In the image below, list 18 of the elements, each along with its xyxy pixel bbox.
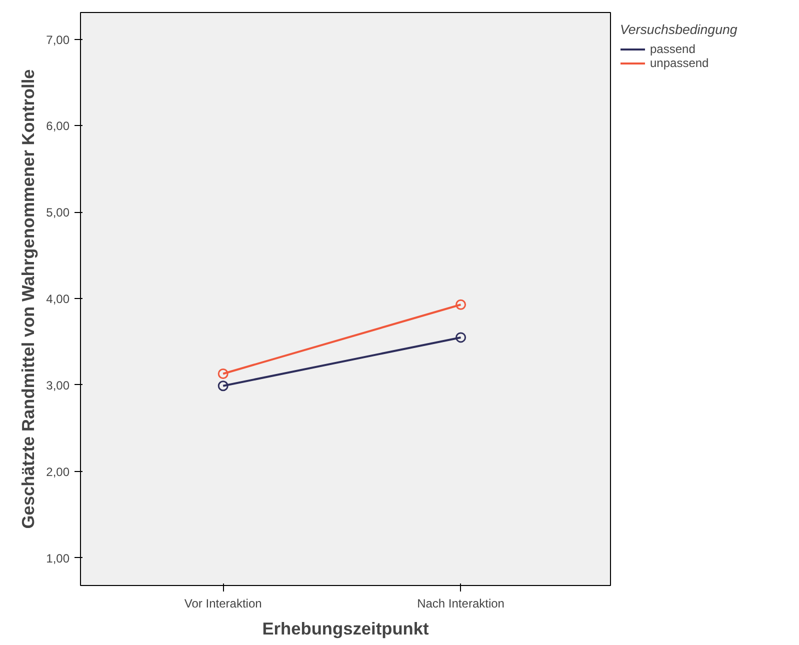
point bbox=[456, 299, 466, 310]
y-tick-label: 1,00 bbox=[46, 551, 70, 566]
x-axis-title: Erhebungszeitpunkt bbox=[262, 618, 430, 638]
y-tick-label: 2,00 bbox=[46, 464, 70, 479]
y-tick-label: 6,00 bbox=[46, 119, 70, 134]
y-tick-label: 3,00 bbox=[46, 378, 70, 392]
point bbox=[456, 332, 466, 343]
legend-label: unpassend bbox=[650, 56, 709, 70]
legend-title: Versuchsbedingung bbox=[620, 22, 738, 37]
x-tick-label: Nach Interaktion bbox=[417, 596, 504, 610]
point bbox=[218, 368, 228, 379]
legend-label: passend bbox=[650, 42, 696, 56]
x-tick-label: Vor Interaktion bbox=[184, 596, 262, 610]
y-tick-label: 7,00 bbox=[46, 32, 70, 47]
y-tick-label: 5,00 bbox=[46, 206, 70, 220]
y-axis-title: Geschätzte Randmittel von Wahrgenommener Kontrolle bbox=[18, 68, 38, 529]
y-tick-label: 4,00 bbox=[46, 292, 70, 306]
point bbox=[218, 380, 228, 392]
